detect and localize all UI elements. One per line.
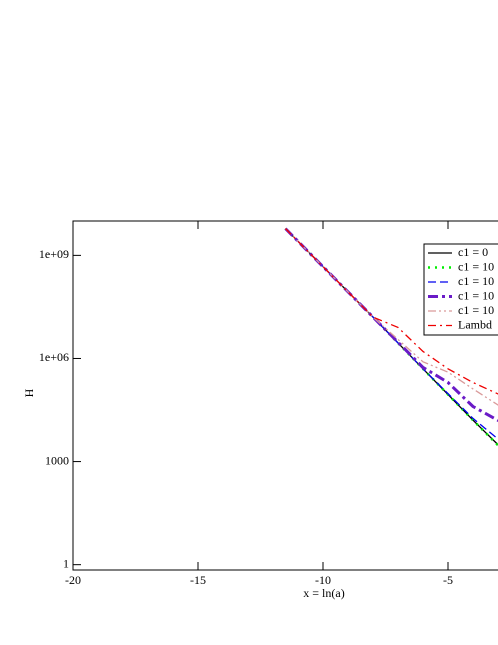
y-tick-label: 1e+09 <box>39 247 69 261</box>
x-tick-label: -15 <box>190 573 206 587</box>
y-axis-label: H <box>22 388 36 397</box>
y-tick-label: 1e+06 <box>39 350 69 364</box>
x-tick-label: -10 <box>315 573 331 587</box>
y-tick-label: 1000 <box>45 453 69 467</box>
legend-label: c1 = 10 <box>458 259 494 273</box>
legend-label: c1 = 0 <box>458 245 488 259</box>
legend-box <box>423 243 498 336</box>
legend-label: c1 = 10 <box>458 303 494 317</box>
x-axis-label: x = ln(a) <box>303 586 344 600</box>
legend-label: c1 = 10 <box>458 288 494 302</box>
series-line <box>285 228 498 395</box>
y-tick-label: 1 <box>63 556 69 570</box>
legend-label: c1 = 10 <box>458 274 494 288</box>
legend-label: Lambd <box>458 317 492 331</box>
series-line <box>284 227 498 423</box>
series-line <box>285 228 498 440</box>
series-line <box>285 228 498 406</box>
x-tick-label: -5 <box>443 573 453 587</box>
x-tick-label: -20 <box>65 573 81 587</box>
